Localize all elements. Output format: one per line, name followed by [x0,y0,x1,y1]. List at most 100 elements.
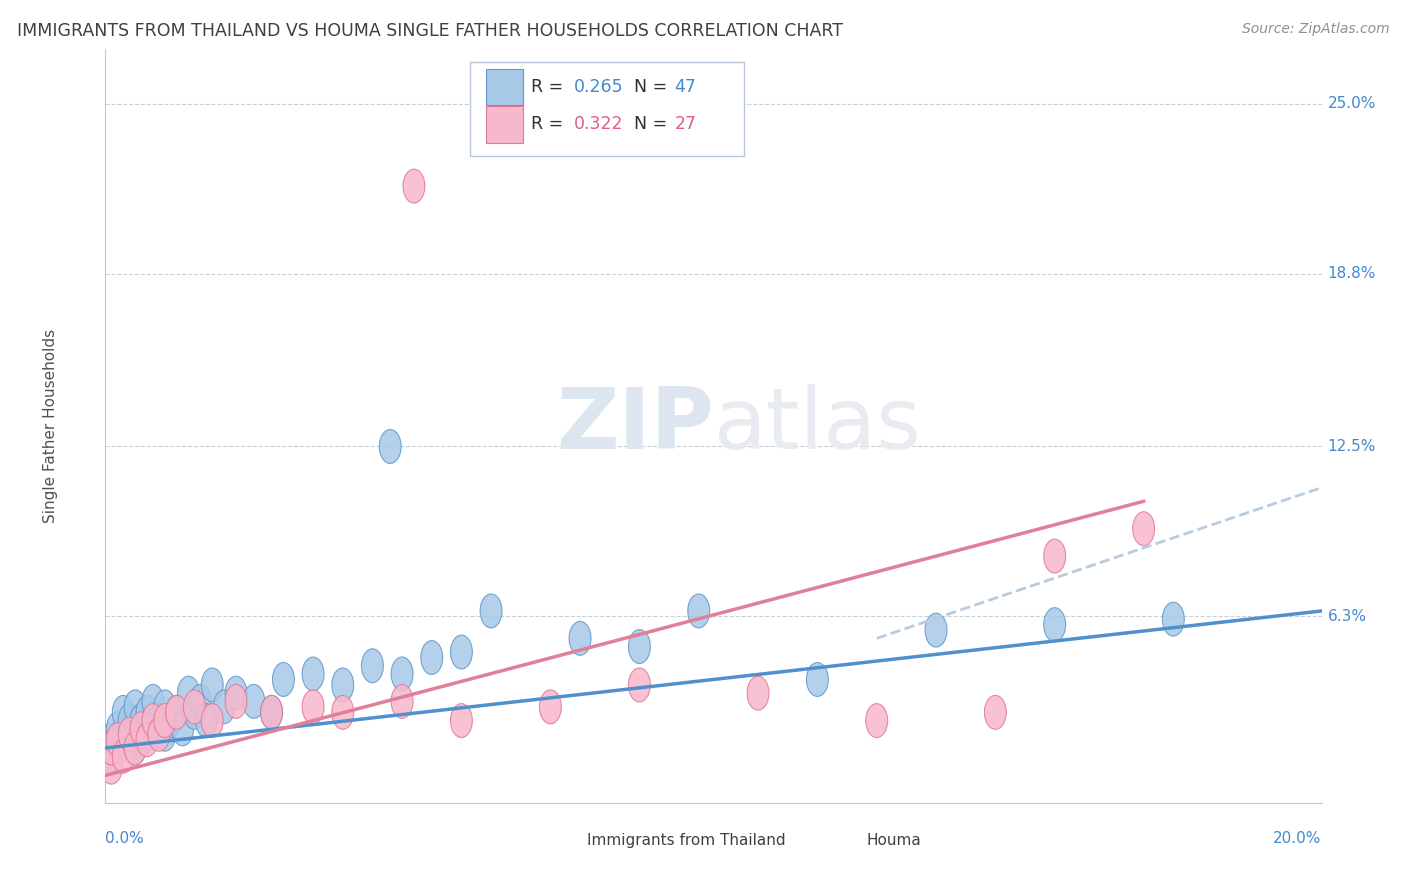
Ellipse shape [131,712,152,746]
Text: Single Father Households: Single Father Households [44,329,58,523]
Ellipse shape [302,690,323,723]
Ellipse shape [136,723,157,756]
FancyBboxPatch shape [553,830,579,852]
Ellipse shape [153,717,176,751]
Ellipse shape [184,696,205,730]
Text: R =: R = [531,78,569,95]
Ellipse shape [136,717,157,751]
Ellipse shape [107,731,128,765]
Text: N =: N = [634,78,673,95]
Ellipse shape [153,704,176,738]
Ellipse shape [628,630,651,664]
Text: ZIP: ZIP [555,384,713,467]
Ellipse shape [260,696,283,730]
Text: 12.5%: 12.5% [1327,439,1376,454]
Ellipse shape [124,690,146,723]
Ellipse shape [100,731,122,765]
Text: 0.0%: 0.0% [105,831,145,847]
Ellipse shape [332,668,354,702]
Text: 18.8%: 18.8% [1327,267,1376,281]
Ellipse shape [124,712,146,746]
Ellipse shape [628,668,651,702]
Ellipse shape [866,704,887,738]
Text: 25.0%: 25.0% [1327,96,1376,112]
Ellipse shape [201,704,224,738]
Text: 0.265: 0.265 [574,78,623,95]
Ellipse shape [391,684,413,718]
Ellipse shape [184,690,205,723]
Text: 27: 27 [675,115,696,134]
Ellipse shape [107,712,128,746]
FancyBboxPatch shape [486,69,523,105]
Ellipse shape [807,663,828,697]
Text: atlas: atlas [713,384,921,467]
Ellipse shape [142,704,165,738]
Ellipse shape [124,731,146,765]
Text: 47: 47 [675,78,696,95]
Ellipse shape [100,739,122,773]
Ellipse shape [420,640,443,674]
Ellipse shape [540,690,561,723]
Ellipse shape [361,648,384,682]
Ellipse shape [148,704,170,738]
Ellipse shape [273,663,294,697]
FancyBboxPatch shape [470,62,744,156]
FancyBboxPatch shape [486,106,523,143]
Ellipse shape [404,169,425,203]
Text: IMMIGRANTS FROM THAILAND VS HOUMA SINGLE FATHER HOUSEHOLDS CORRELATION CHART: IMMIGRANTS FROM THAILAND VS HOUMA SINGLE… [17,22,842,40]
Ellipse shape [118,723,141,756]
Ellipse shape [479,594,502,628]
Ellipse shape [107,723,128,756]
Text: N =: N = [634,115,673,134]
Ellipse shape [177,676,200,710]
Ellipse shape [243,684,264,718]
Text: Immigrants from Thailand: Immigrants from Thailand [588,833,786,848]
Ellipse shape [142,684,165,718]
Ellipse shape [131,723,152,756]
Ellipse shape [131,704,152,738]
Ellipse shape [1043,539,1066,573]
Ellipse shape [225,676,247,710]
Text: Source: ZipAtlas.com: Source: ZipAtlas.com [1241,22,1389,37]
Ellipse shape [118,717,141,751]
Ellipse shape [153,690,176,723]
Ellipse shape [136,696,157,730]
Ellipse shape [195,704,218,738]
Text: R =: R = [531,115,569,134]
Text: 20.0%: 20.0% [1274,831,1322,847]
Ellipse shape [124,731,146,765]
Ellipse shape [172,712,194,746]
Ellipse shape [569,622,591,656]
Ellipse shape [142,712,165,746]
Ellipse shape [1133,512,1154,546]
Ellipse shape [190,684,211,718]
Ellipse shape [747,676,769,710]
Ellipse shape [166,696,187,730]
Ellipse shape [332,696,354,730]
Ellipse shape [1163,602,1184,636]
Ellipse shape [1043,607,1066,641]
Ellipse shape [984,696,1007,730]
FancyBboxPatch shape [832,830,859,852]
Ellipse shape [225,684,247,718]
Ellipse shape [166,696,187,730]
Ellipse shape [391,657,413,691]
Ellipse shape [450,704,472,738]
Ellipse shape [112,696,134,730]
Ellipse shape [100,750,122,784]
Ellipse shape [112,717,134,751]
Ellipse shape [302,657,323,691]
Ellipse shape [201,668,224,702]
Ellipse shape [148,717,170,751]
Ellipse shape [118,704,141,738]
Ellipse shape [925,613,948,647]
Ellipse shape [214,690,235,723]
Text: 6.3%: 6.3% [1327,609,1367,624]
Text: 0.322: 0.322 [574,115,623,134]
Ellipse shape [450,635,472,669]
Ellipse shape [260,696,283,730]
Ellipse shape [688,594,710,628]
Ellipse shape [112,739,134,773]
Ellipse shape [380,430,401,464]
Text: Houma: Houma [866,833,921,848]
